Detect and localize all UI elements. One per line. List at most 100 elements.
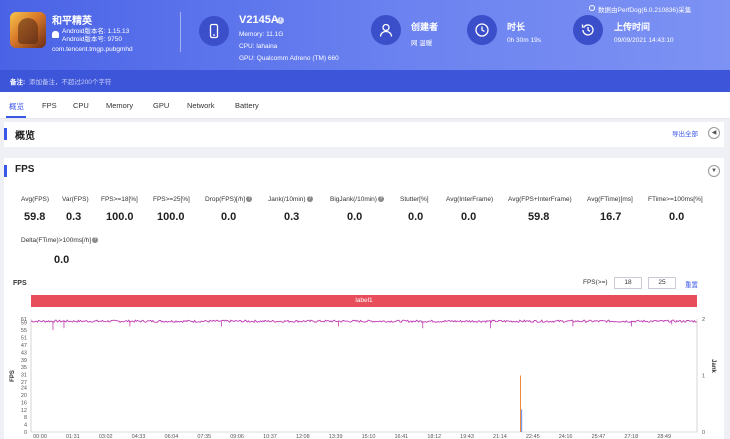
fps-threshold-label: FPS(>=) — [583, 279, 608, 286]
upload-value: 09/09/2021 14:43:10 — [614, 37, 674, 44]
fps-threshold-input-2[interactable]: 25 — [648, 277, 676, 289]
tab-network[interactable]: Network — [187, 101, 215, 110]
metric-label: BigJank(/10min)? — [330, 196, 384, 203]
x-tick-label: 21:14 — [493, 434, 507, 439]
device-info-icon[interactable]: i — [277, 17, 284, 24]
source-info-icon — [589, 5, 595, 11]
app-version: Android版本名: 1.15.13 Android版本号: 9750 — [62, 28, 129, 44]
metric-value: 100.0 — [157, 211, 185, 223]
metric-label: Delta(FTime)>100ms[/h]? — [21, 237, 99, 244]
device-gpu: GPU: Qualcomm Adreno (TM) 660 — [239, 55, 339, 62]
reset-button[interactable]: 重置 — [685, 282, 698, 289]
y-tick-label: 47 — [21, 343, 27, 349]
collapse-left-icon[interactable]: ◀ — [708, 127, 720, 139]
export-all-link[interactable]: 导出全部 — [672, 131, 698, 138]
metric-label: Jank(/10min)? — [268, 196, 313, 203]
device-name: V2145A — [239, 14, 279, 26]
y-tick-label: 43 — [21, 350, 27, 356]
x-tick-label: 24:16 — [559, 434, 573, 439]
user-icon — [371, 15, 401, 45]
y-tick-label: 31 — [21, 373, 27, 379]
x-tick-label: 06:04 — [165, 434, 179, 439]
note-label: 备注: — [10, 79, 26, 86]
x-tick-label: 16:41 — [394, 434, 408, 439]
y-tick-label: 24 — [21, 386, 27, 392]
help-icon[interactable]: ? — [306, 196, 313, 203]
duration-title: 时长 — [507, 22, 526, 32]
tab-cpu[interactable]: CPU — [73, 101, 89, 110]
section-marker — [4, 128, 7, 140]
y-tick-label: 0 — [24, 430, 27, 436]
metric-value: 100.0 — [106, 211, 134, 223]
fps-series-line — [30, 319, 697, 324]
y2-tick-label: 1 — [702, 374, 705, 380]
metric-value: 59.8 — [24, 211, 46, 223]
x-tick-label: 19:43 — [460, 434, 474, 439]
y2-tick-label: 0 — [702, 430, 705, 436]
device-memory: Memory: 11.1G — [239, 31, 284, 38]
app-package: com.tencent.tmgp.pubgmhd — [52, 46, 133, 53]
x-tick-label: 01:31 — [66, 434, 80, 439]
app-icon — [10, 12, 46, 48]
x-tick-label: 12:08 — [296, 434, 310, 439]
android-icon — [52, 31, 59, 38]
x-tick-label: 22:45 — [526, 434, 540, 439]
y-axis-title: FPS — [10, 370, 16, 382]
metric-value: 0.0 — [221, 211, 237, 223]
metric-value: 0.3 — [66, 211, 82, 223]
phone-icon — [199, 16, 229, 46]
x-tick-label: 28:49 — [657, 434, 671, 439]
metric-value: 59.8 — [528, 211, 550, 223]
x-tick-label: 10:37 — [263, 434, 277, 439]
note-input[interactable]: 添加备注，不超过200个字符 — [29, 79, 112, 86]
android-version-code: Android版本号: 9750 — [62, 36, 122, 43]
metric-label: Avg(FPS+InterFrame) — [508, 196, 572, 203]
collapse-down-icon[interactable]: ▼ — [708, 165, 720, 177]
creator-title: 创建者 — [411, 22, 439, 32]
label-band[interactable]: label1 — [31, 295, 697, 307]
duration-value: 0h 30m 19s — [507, 37, 541, 44]
tab-overview[interactable]: 概览 — [9, 102, 24, 111]
metric-value: 0.0 — [669, 211, 685, 223]
metric-value: 0.3 — [284, 211, 300, 223]
overview-title: 概览 — [15, 131, 35, 142]
y-tick-label: 55 — [21, 328, 27, 334]
fps-threshold-input-1[interactable]: 18 — [614, 277, 642, 289]
x-tick-label: 00:00 — [33, 434, 47, 439]
y-tick-label: 35 — [21, 365, 27, 371]
help-icon[interactable]: ? — [246, 196, 253, 203]
metric-label: Avg(FPS) — [21, 196, 50, 203]
metric-value: 16.7 — [600, 211, 622, 223]
x-tick-label: 15:10 — [362, 434, 376, 439]
y-tick-label: 4 — [24, 423, 27, 429]
y2-tick-label: 2 — [702, 317, 705, 323]
metric-value: 0.0 — [408, 211, 424, 223]
help-icon[interactable]: ? — [92, 237, 99, 244]
y-tick-label: 27 — [21, 380, 27, 386]
x-tick-label: 03:02 — [99, 434, 113, 439]
tab-battery[interactable]: Battery — [235, 101, 259, 110]
device-cpu: CPU: lahaina — [239, 43, 278, 50]
tab-gpu[interactable]: GPU — [153, 101, 170, 110]
x-tick-label: 18:12 — [427, 434, 441, 439]
y-tick-label: 39 — [21, 358, 27, 364]
report-header: 和平精英 Android版本名: 1.15.13 Android版本号: 975… — [0, 0, 730, 92]
note-bar: 备注: 添加备注，不超过200个字符 — [0, 70, 730, 92]
android-version-name: Android版本名: 1.15.13 — [62, 28, 130, 35]
y-tick-label: 61 — [21, 317, 27, 323]
y-tick-label: 51 — [21, 336, 27, 342]
metric-value: 0.0 — [54, 254, 70, 266]
metric-value: 0.0 — [461, 211, 477, 223]
metric-value: 0.0 — [347, 211, 363, 223]
tab-memory[interactable]: Memory — [106, 101, 134, 110]
help-icon[interactable]: ? — [377, 196, 384, 203]
metric-label: FPS>=25[%] — [153, 196, 190, 203]
metric-label: Drop(FPS)[/h]? — [205, 196, 253, 203]
history-icon — [573, 15, 603, 45]
y-tick-label: 20 — [21, 393, 27, 399]
x-tick-label: 25:47 — [592, 434, 606, 439]
tab-bar: 概览 FPS CPU Memory GPU Network Battery — [0, 92, 730, 119]
x-tick-label: 04:33 — [132, 434, 146, 439]
tab-fps[interactable]: FPS — [42, 101, 57, 110]
